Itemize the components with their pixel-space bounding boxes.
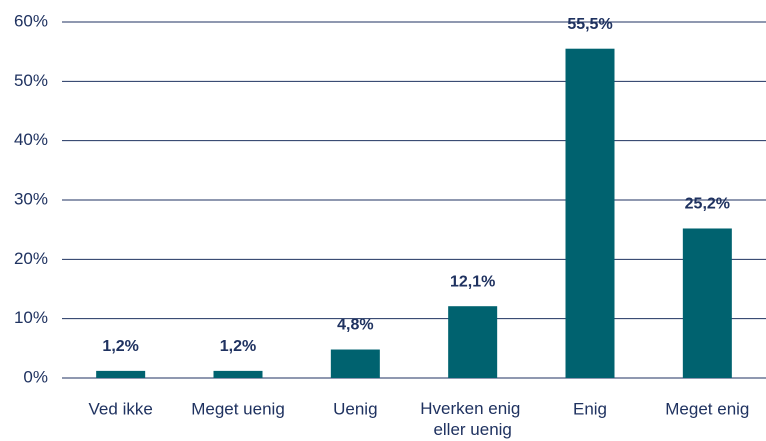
- value-label: 4,8%: [337, 317, 373, 334]
- x-tick-label: Enig: [573, 399, 607, 418]
- bar: [330, 349, 380, 378]
- bar: [448, 306, 498, 378]
- y-tick-label: 50%: [14, 71, 48, 90]
- x-tick-label: Hverken enig eller uenig: [420, 399, 525, 439]
- value-label: 25,2%: [685, 196, 730, 213]
- value-label: 12,1%: [450, 273, 495, 290]
- y-tick-label: 0%: [23, 367, 48, 386]
- value-label: 55,5%: [567, 16, 612, 33]
- x-tick-label: Meget uenig: [191, 399, 285, 418]
- bar: [682, 228, 732, 378]
- y-tick-label: 30%: [14, 189, 48, 208]
- bar: [96, 370, 146, 378]
- y-tick-label: 40%: [14, 130, 48, 149]
- y-tick-label: 60%: [14, 11, 48, 30]
- value-label: 1,2%: [102, 338, 138, 355]
- x-tick-label: Uenig: [333, 399, 377, 418]
- x-tick-label: Ved ikke: [89, 399, 153, 418]
- y-tick-label: 10%: [14, 308, 48, 327]
- value-label: 1,2%: [220, 338, 256, 355]
- y-tick-label: 20%: [14, 249, 48, 268]
- bar: [565, 48, 615, 378]
- x-tick-label: Meget enig: [665, 399, 749, 418]
- bar: [213, 370, 263, 378]
